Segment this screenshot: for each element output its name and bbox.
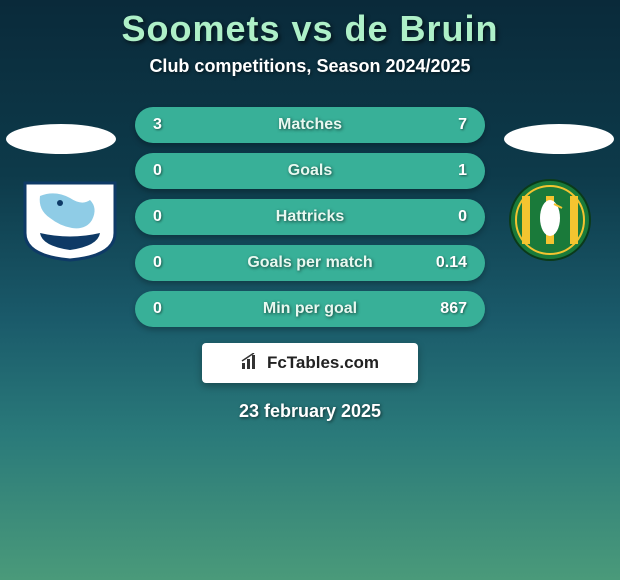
- stat-label: Min per goal: [263, 300, 357, 318]
- stat-right-value: 867: [417, 300, 467, 318]
- stat-left-value: 3: [153, 116, 203, 134]
- stat-right-value: 1: [417, 162, 467, 180]
- stat-row-hattricks: 0 Hattricks 0: [135, 199, 485, 235]
- brand-label: FcTables.com: [267, 353, 379, 373]
- stat-row-goals-per-match: 0 Goals per match 0.14: [135, 245, 485, 281]
- date-label: 23 february 2025: [0, 401, 620, 422]
- stat-left-value: 0: [153, 208, 203, 226]
- branding-box[interactable]: FcTables.com: [202, 343, 418, 383]
- subtitle: Club competitions, Season 2024/2025: [0, 56, 620, 77]
- stat-left-value: 0: [153, 254, 203, 272]
- stat-label: Matches: [278, 116, 342, 134]
- stat-row-min-per-goal: 0 Min per goal 867: [135, 291, 485, 327]
- player-placeholder-left: [6, 124, 116, 154]
- page-title: Soomets vs de Bruin: [0, 8, 620, 50]
- club-logo-right: [500, 178, 600, 262]
- player-placeholder-right: [504, 124, 614, 154]
- stat-left-value: 0: [153, 300, 203, 318]
- stat-label: Goals: [288, 162, 332, 180]
- stat-left-value: 0: [153, 162, 203, 180]
- stats-container: 3 Matches 7 0 Goals 1 0 Hattricks 0 0 Go…: [135, 107, 485, 327]
- stat-right-value: 7: [417, 116, 467, 134]
- stat-row-goals: 0 Goals 1: [135, 153, 485, 189]
- stat-label: Goals per match: [247, 254, 372, 272]
- stat-label: Hattricks: [276, 208, 344, 226]
- stat-right-value: 0.14: [417, 254, 467, 272]
- stat-row-matches: 3 Matches 7: [135, 107, 485, 143]
- stat-right-value: 0: [417, 208, 467, 226]
- club-logo-left: [20, 178, 120, 262]
- chart-icon: [241, 353, 261, 374]
